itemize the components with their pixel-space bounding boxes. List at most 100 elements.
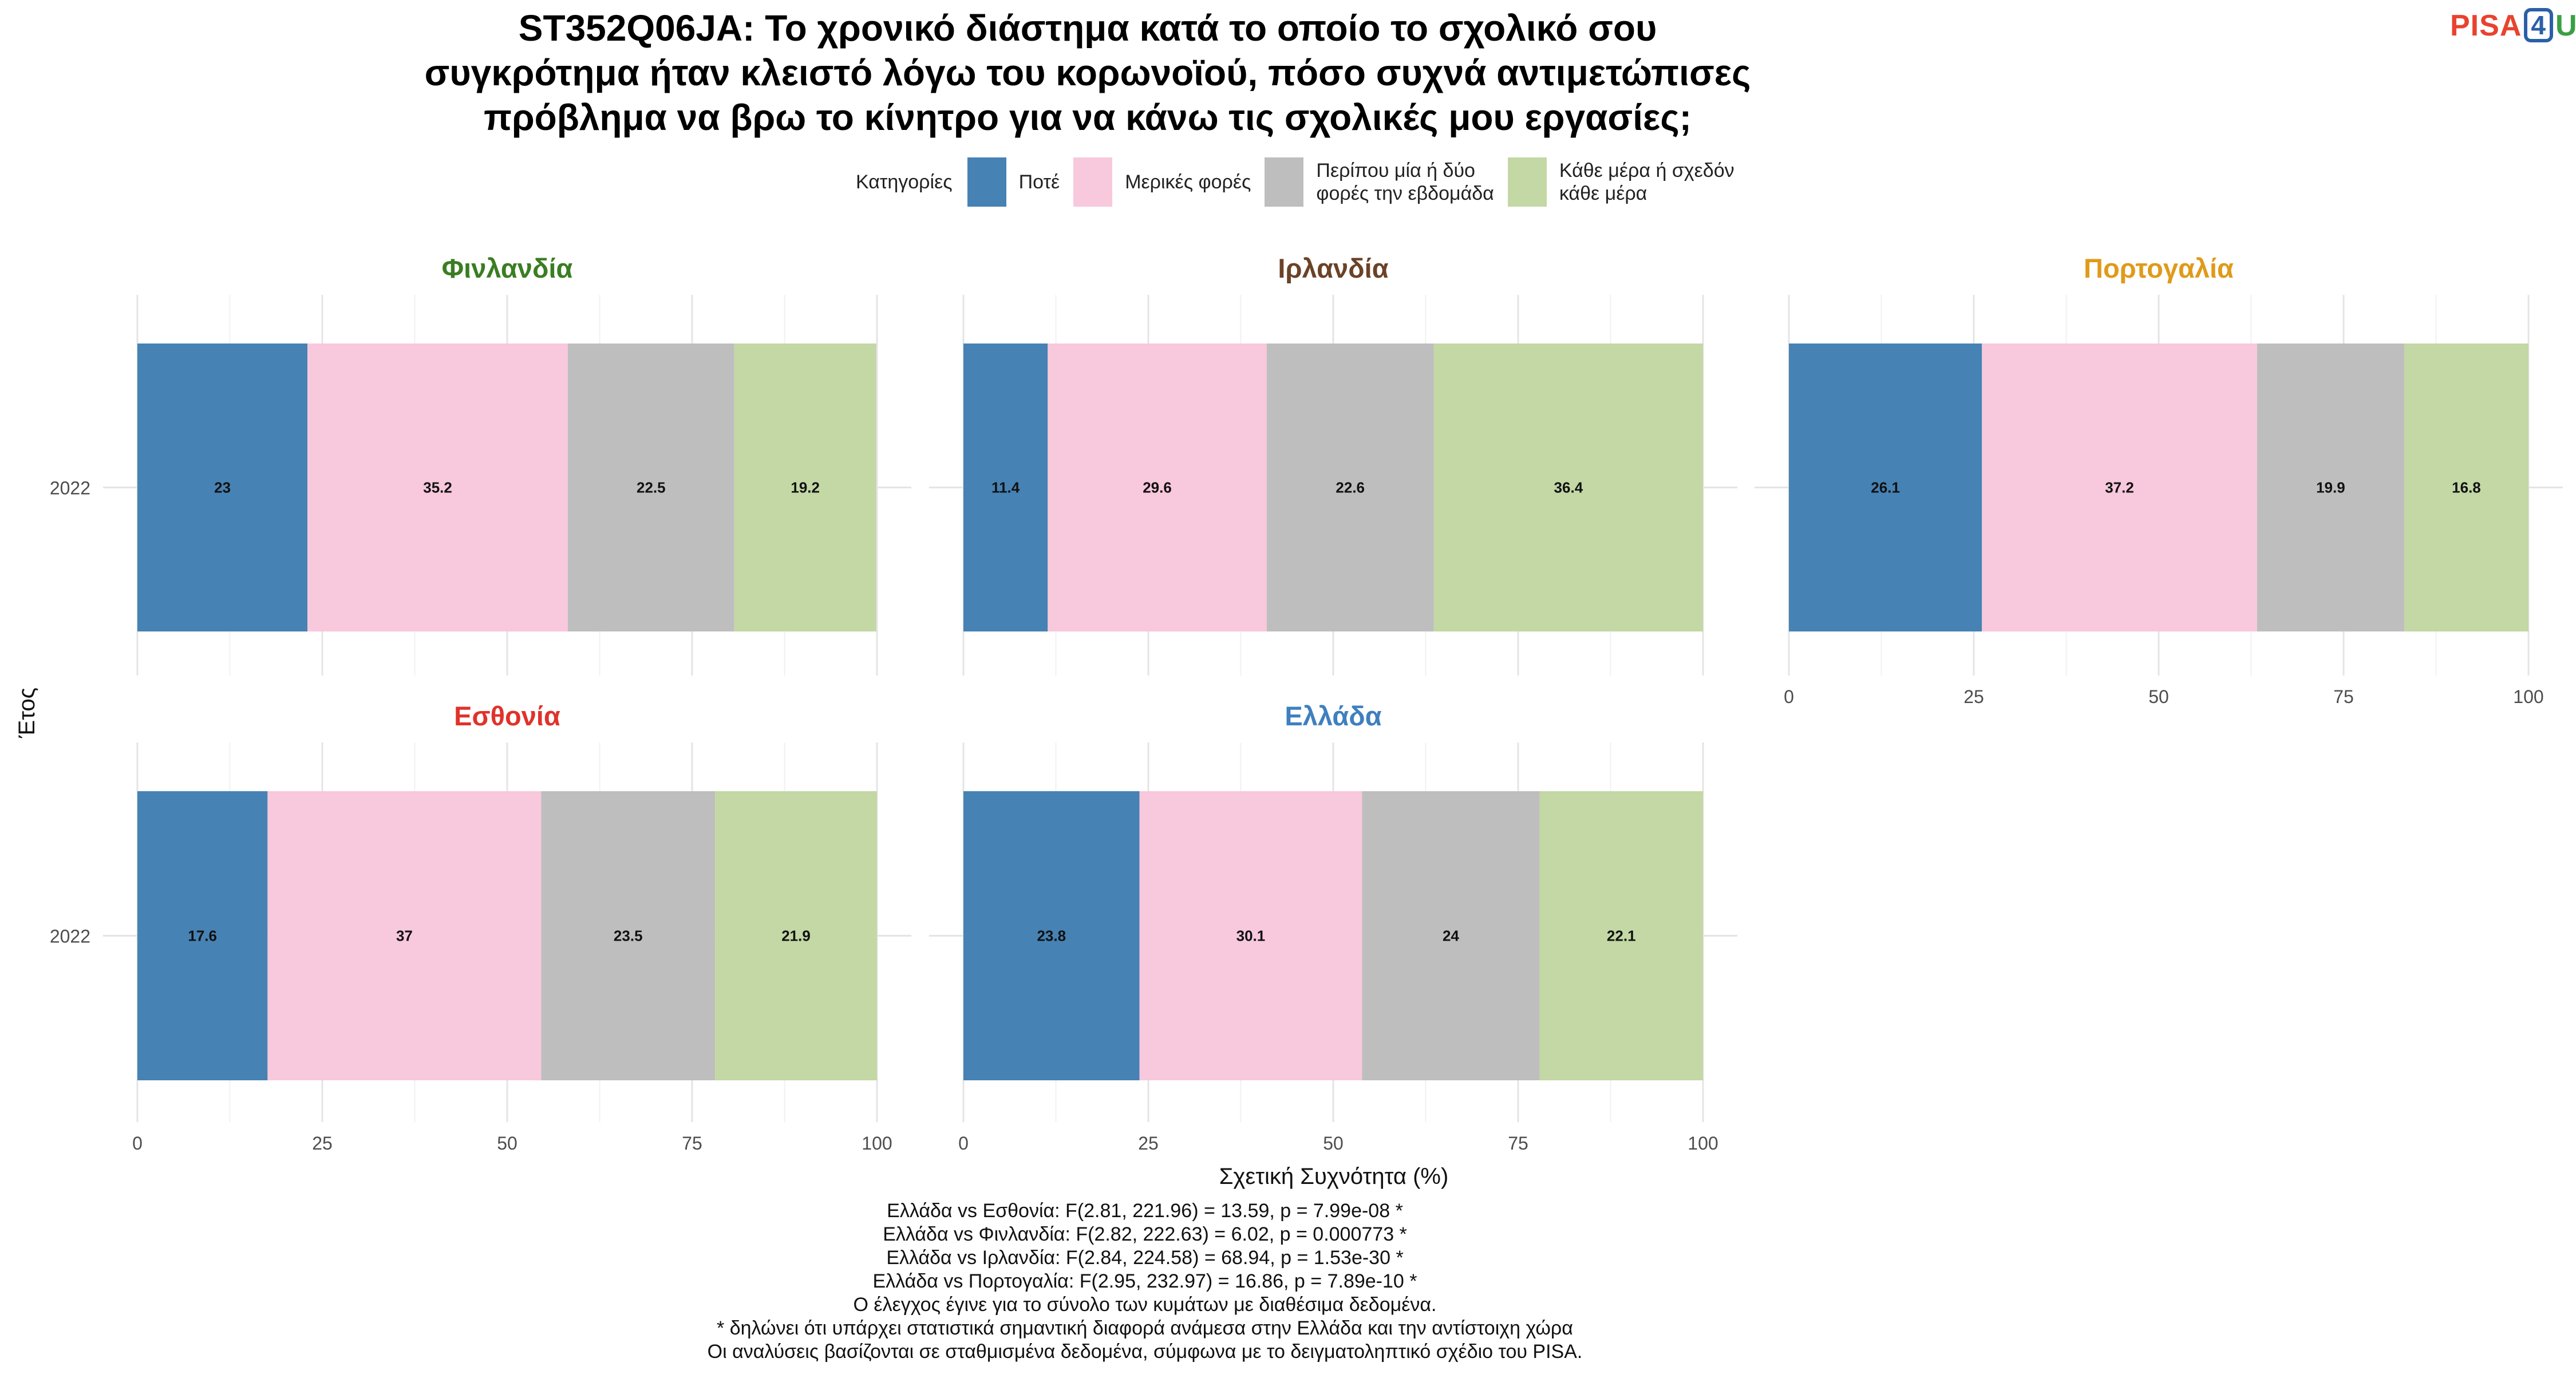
bar-segment [715,791,877,1080]
x-tick-label: 25 [1963,686,1984,707]
legend-swatch-never [967,157,1006,207]
panel-2: Πορτογαλία 26.1 37.2 19.9 16.8 0 25 50 75 100 [1755,253,2563,707]
data-label: 36.4 [1554,479,1583,496]
x-tick-label: 100 [1688,1133,1718,1154]
logo-text-pisa: PISA [2450,9,2522,42]
x-tick-label: 100 [2513,686,2543,707]
data-label: 23 [214,479,231,496]
bar-segment [267,791,542,1080]
data-label: 26.1 [1871,479,1900,496]
bar-segment [1139,791,1362,1080]
bar-segment [567,344,734,631]
data-label: 37 [396,927,413,945]
bar-segment [137,344,308,631]
bar-segment [1266,344,1434,631]
legend-item-weekly: Περίπου μία ή δύο φορές την εβδομάδα [1265,157,1494,207]
panel-3: Εσθονία 17.6 37 23.5 21.9 2022 0 25 50 75 100 [50,701,911,1154]
data-label: 30.1 [1236,927,1266,945]
bar-segment [1789,344,1982,631]
data-label: 17.6 [188,927,217,945]
legend: Κατηγορίες Ποτέ Μερικές φορές Περίπου μί… [856,156,1748,208]
data-label: 19.9 [2316,479,2345,496]
x-tick-label: 50 [1323,1133,1344,1154]
chart-footnotes: Ελλάδα vs Εσθονία: F(2.81, 221.96) = 13.… [515,1199,1775,1364]
legend-swatch-weekly [1265,157,1304,207]
data-label: 11.4 [991,479,1020,496]
bar-segment [2257,344,2404,631]
x-tick-label: 50 [2148,686,2169,707]
footnote-line-4: Ελλάδα vs Πορτογαλία: F(2.95, 232.97) = … [872,1270,1417,1292]
legend-swatch-sometimes [1073,157,1113,207]
panel-0: Φινλανδία 23 35.2 22.5 19.2 2022 [50,253,911,676]
x-tick-label: 50 [497,1133,517,1154]
title-line-1: ST352Q06JA: Το χρονικό διάστημα κατά το … [518,7,1657,49]
legend-label-daily: Κάθε μέρα ή σχεδόν κάθε μέρα [1559,160,1735,204]
data-label: 23.5 [614,927,643,945]
panel-title: Ελλάδα [1285,701,1381,731]
data-label: 35.2 [423,479,452,496]
x-tick-label: 100 [862,1133,892,1154]
data-label: 22.6 [1336,479,1365,496]
title-line-3: πρόβλημα να βρω το κίνητρο για να κάνω τ… [484,97,1692,138]
pisa4u-logo: PISA 4 U [2450,8,2576,43]
bar-segment [963,791,1140,1080]
bar-segment [1539,791,1703,1080]
footnote-line-3: Ελλάδα vs Ιρλανδία: F(2.84, 224.58) = 68… [886,1247,1404,1269]
bar-segment [307,344,568,631]
legend-label-weekly: Περίπου μία ή δύο φορές την εβδομάδα [1316,160,1494,204]
panel-title: Ιρλανδία [1278,253,1388,283]
footnote-line-1: Ελλάδα vs Εσθονία: F(2.81, 221.96) = 13.… [887,1200,1403,1222]
legend-label-never: Ποτέ [1018,171,1060,193]
bar-segment [1362,791,1540,1080]
data-label: 37.2 [2105,479,2134,496]
data-label: 22.5 [637,479,666,496]
panel-title: Εσθονία [454,701,560,731]
x-tick-label: 0 [958,1133,969,1154]
data-label: 19.2 [791,479,820,496]
x-tick-label: 25 [312,1133,333,1154]
panel-title: Φινλανδία [442,253,573,283]
legend-item-never: Ποτέ [967,157,1060,207]
y-axis-title: Έτος [14,688,39,739]
data-label: 24 [1443,927,1459,945]
legend-title: Κατηγορίες [856,171,953,193]
data-label: 29.6 [1143,479,1172,496]
data-label: 22.1 [1607,927,1636,945]
data-label: 21.9 [781,927,811,945]
logo-text-4: 4 [2524,8,2553,42]
bar-segment [137,791,268,1080]
logo-text-u: U [2555,9,2576,42]
x-tick-label: 75 [1508,1133,1528,1154]
x-tick-label: 0 [132,1133,143,1154]
x-tick-label: 75 [682,1133,702,1154]
legend-item-sometimes: Μερικές φορές [1073,157,1251,207]
legend-swatch-daily [1507,157,1547,207]
legend-item-daily: Κάθε μέρα ή σχεδόν κάθε μέρα [1507,157,1735,207]
data-label: 23.8 [1037,927,1066,945]
bar-segment [1982,344,2257,631]
bar-segment [963,344,1048,631]
x-tick-label: 25 [1138,1133,1159,1154]
footnote-line-5: Ο έλεγχος έγινε για το σύνολο των κυμάτω… [853,1294,1437,1316]
title-line-2: συγκρότημα ήταν κλειστό λόγω του κορωνοϊ… [424,52,1751,93]
x-tick-label: 0 [1784,686,1794,707]
x-axis-title: Σχετική Συχνότητα (%) [1219,1164,1449,1189]
chart-title: ST352Q06JA: Το χρονικό διάστημα κατά το … [401,6,1775,140]
y-tick-label: 2022 [50,926,90,947]
bar-segment [734,344,876,631]
footnote-line-6: * δηλώνει ότι υπάρχει στατιστικά σημαντι… [717,1317,1573,1339]
panel-4: Ελλάδα 23.8 30.1 24 22.1 0 25 50 75 100 [929,701,1737,1154]
bar-segment [1048,344,1267,631]
footnote-line-2: Ελλάδα vs Φινλανδία: F(2.82, 222.63) = 6… [883,1223,1407,1245]
data-label: 16.8 [2452,479,2481,496]
bar-segment [2404,344,2528,631]
bar-segment [541,791,716,1080]
legend-label-sometimes: Μερικές φορές [1125,171,1251,193]
y-tick-label: 2022 [50,478,90,499]
x-tick-label: 75 [2333,686,2354,707]
bar-segment [1433,344,1703,631]
footnote-line-7: Οι αναλύσεις βασίζονται σε σταθμισμένα δ… [707,1341,1583,1363]
panel-title: Πορτογαλία [2084,253,2234,283]
panel-1: Ιρλανδία 11.4 29.6 22.6 36.4 [929,253,1737,676]
